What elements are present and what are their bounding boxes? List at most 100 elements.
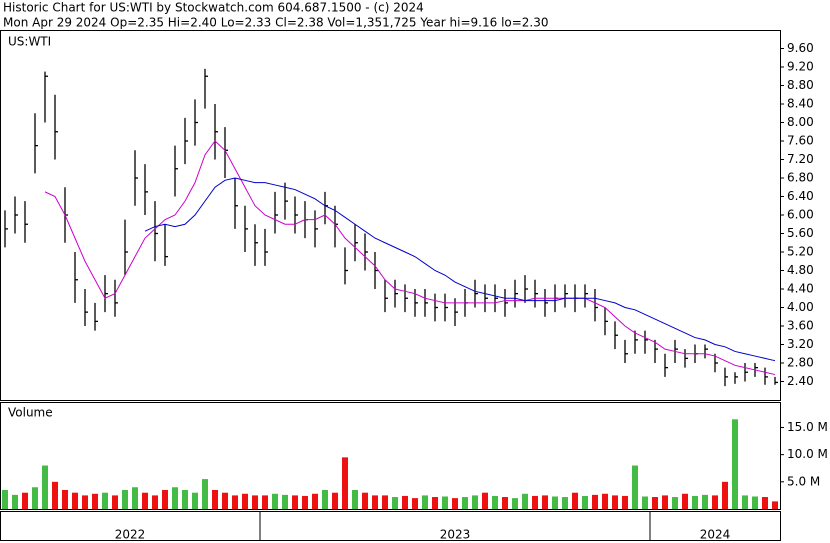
y-tick-label: 3.60: [787, 319, 814, 333]
volume-bar: [732, 419, 738, 509]
y-tick-label: 5.20: [787, 245, 814, 259]
volume-bar: [162, 489, 168, 509]
volume-bar: [472, 495, 478, 509]
volume-bar: [672, 497, 678, 509]
volume-bar: [532, 495, 538, 509]
y-tick-label: 4.00: [787, 300, 814, 314]
volume-bar: [582, 495, 588, 509]
volume-bar: [422, 495, 428, 509]
volume-bar: [112, 495, 118, 509]
volume-bar: [722, 481, 728, 509]
volume-bar: [592, 494, 598, 509]
y-tick-label: 6.00: [787, 208, 814, 222]
volume-bar: [352, 489, 358, 509]
volume-bar: [612, 495, 618, 509]
volume-bar: [62, 489, 68, 509]
volume-bar: [602, 493, 608, 509]
volume-bar: [362, 492, 368, 509]
moving-average-line: [44, 140, 776, 376]
volume-bar: [152, 495, 158, 509]
volume-bar: [682, 493, 688, 509]
volume-bar: [72, 492, 78, 509]
volume-bar: [282, 494, 288, 509]
y-tick-label: 8.00: [787, 115, 814, 129]
volume-bar: [92, 493, 98, 509]
volume-bar: [12, 494, 18, 509]
volume-bar: [632, 465, 638, 509]
y-tick-label: 2.80: [787, 356, 814, 370]
volume-bar: [432, 497, 438, 509]
volume-bar: [412, 498, 418, 509]
volume-bar: [342, 457, 348, 509]
volume-label: Volume: [8, 406, 53, 420]
y-tick-label: 2.40: [787, 374, 814, 388]
volume-bar: [182, 489, 188, 509]
volume-bar: [202, 479, 208, 509]
y-tick-label: 3.20: [787, 337, 814, 351]
volume-bar: [312, 493, 318, 509]
volume-bar: [292, 495, 298, 509]
volume-bar: [462, 497, 468, 509]
y-tick-label: 8.80: [787, 78, 814, 92]
volume-bar: [212, 489, 218, 509]
volume-bar: [52, 481, 58, 509]
y-tick-label: 5.60: [787, 226, 814, 240]
chart-subtitle: Mon Apr 29 2024 Op=2.35 Hi=2.40 Lo=2.33 …: [3, 16, 549, 30]
volume-bar: [452, 498, 458, 509]
y-tick-label: 9.60: [787, 41, 814, 55]
y-tick-label: 8.40: [787, 97, 814, 111]
volume-bar: [252, 495, 258, 509]
volume-bar: [82, 495, 88, 509]
volume-bar: [132, 487, 138, 509]
y-tick-label: 9.20: [787, 60, 814, 74]
volume-tick-label: 5.0 M: [787, 474, 820, 488]
year-label: 2022: [115, 528, 146, 542]
y-tick-label: 7.20: [787, 152, 814, 166]
volume-bar: [232, 495, 238, 509]
volume-bar: [102, 492, 108, 509]
volume-bar: [572, 492, 578, 509]
volume-bar: [372, 495, 378, 509]
volume-bar: [172, 487, 178, 509]
volume-bar: [2, 489, 8, 509]
volume-bar: [42, 465, 48, 509]
volume-bar: [262, 495, 268, 509]
y-tick-label: 6.40: [787, 189, 814, 203]
volume-bar: [122, 489, 128, 509]
year-label: 2023: [440, 528, 471, 542]
volume-bar: [542, 495, 548, 509]
volume-tick-label: 15.0 M: [787, 420, 828, 434]
volume-bar: [772, 501, 778, 509]
volume-bar: [142, 492, 148, 509]
volume-bar: [562, 497, 568, 509]
volume-bar: [662, 495, 668, 509]
volume-bar: [502, 497, 508, 509]
volume-bar: [752, 496, 758, 509]
volume-bar: [492, 495, 498, 509]
y-tick-label: 6.80: [787, 171, 814, 185]
volume-bar: [32, 487, 38, 509]
volume-bar: [272, 493, 278, 509]
volume-bar: [482, 492, 488, 509]
volume-bar: [442, 496, 448, 509]
y-tick-label: 4.80: [787, 263, 814, 277]
volume-bar: [712, 495, 718, 509]
volume-bar: [642, 496, 648, 509]
volume-bar: [302, 495, 308, 509]
volume-bar: [22, 492, 28, 509]
volume-bar: [552, 496, 558, 509]
volume-bar: [222, 492, 228, 509]
volume-bar: [322, 489, 328, 509]
moving-average-line: [144, 177, 776, 362]
volume-bar: [382, 495, 388, 509]
volume-bar: [652, 497, 658, 509]
volume-bar: [622, 495, 628, 509]
volume-bar: [192, 492, 198, 509]
volume-bar: [392, 497, 398, 509]
volume-bar: [762, 497, 768, 509]
volume-bar: [702, 494, 708, 509]
volume-bar: [512, 498, 518, 509]
volume-bar: [692, 495, 698, 509]
